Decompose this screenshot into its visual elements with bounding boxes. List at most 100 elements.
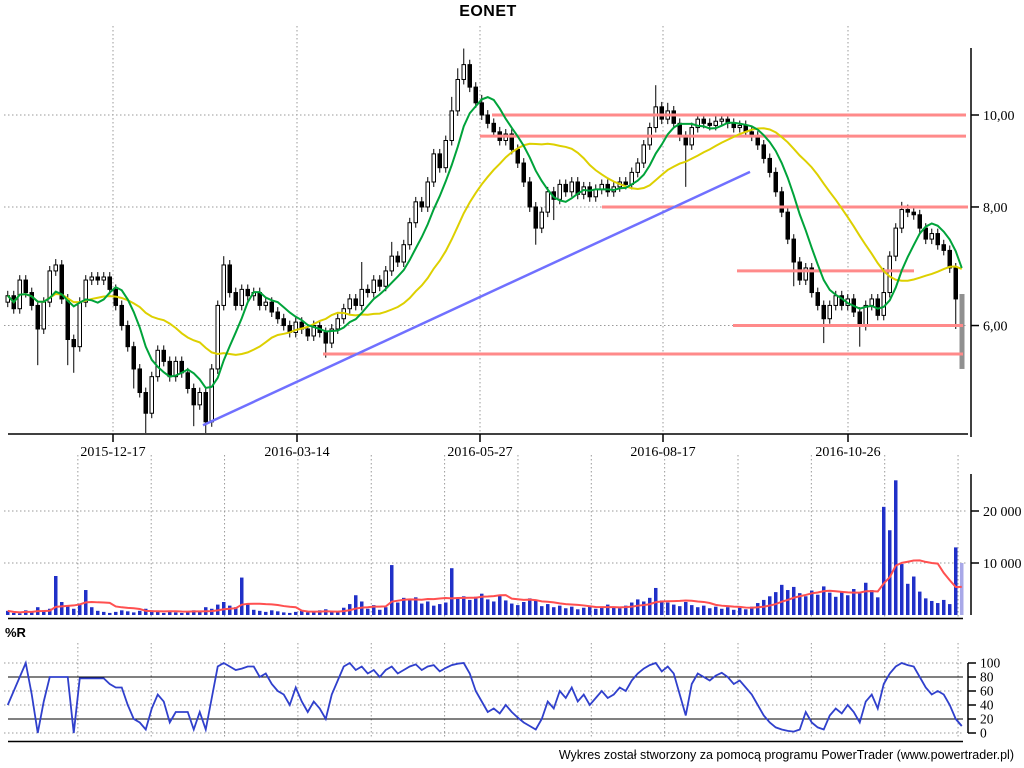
candle [41, 301, 46, 330]
candle [587, 186, 592, 198]
volume-bar [318, 610, 322, 615]
volume-bar [180, 612, 184, 615]
volume-bar [474, 596, 478, 615]
date-tick-label: 2016-05-27 [447, 445, 512, 460]
candle [815, 292, 820, 306]
candle [413, 201, 418, 224]
candle [323, 331, 328, 344]
volume-bar [558, 605, 562, 615]
volume-bar [138, 610, 142, 615]
candle [881, 292, 886, 316]
volume-bar [834, 596, 838, 615]
volume-bar [666, 602, 670, 615]
volume-bar [42, 610, 46, 615]
volume-bar [618, 608, 622, 615]
volume-bar [12, 612, 16, 615]
price-tick-label: 10,00 [983, 109, 1015, 124]
candle [155, 349, 160, 378]
date-tick-label: 2016-10-26 [815, 445, 880, 460]
ma-slow [7, 127, 963, 356]
candle [437, 153, 442, 169]
candle [533, 206, 538, 229]
candle [383, 270, 388, 287]
volume-bar [954, 547, 958, 615]
percent-r-line [6, 659, 963, 734]
volume-bar [66, 605, 70, 615]
volume-bar [372, 605, 376, 615]
volume-bar [636, 599, 640, 615]
candle [527, 181, 532, 208]
candle [671, 110, 676, 124]
volume-bar [564, 608, 568, 615]
volume-bar [726, 607, 730, 615]
r-tick-label: 40 [980, 698, 994, 713]
candle [365, 288, 370, 294]
r-tick-label: 60 [980, 684, 994, 699]
volume-bar [294, 611, 298, 615]
volume-bar [876, 597, 880, 615]
volume-bar [186, 611, 190, 615]
candle [461, 64, 466, 80]
candle [77, 301, 82, 348]
volume-bar [150, 610, 154, 615]
volume-bar [504, 600, 508, 615]
volume-bar [108, 612, 112, 615]
volume-bar [288, 612, 292, 615]
volume-axis: 20 000 10 000 [8, 474, 1022, 620]
volume-bar [888, 530, 892, 615]
candle [635, 162, 640, 173]
candle [239, 288, 244, 306]
candle [935, 233, 940, 246]
candle [773, 171, 778, 193]
candle [293, 321, 298, 333]
volume-bar [174, 612, 178, 615]
candle [545, 191, 550, 213]
volume-bar [6, 610, 10, 615]
percent-r-label: %R [5, 625, 26, 640]
volume-bar [630, 602, 634, 615]
volume-bar [120, 610, 124, 615]
volume-bar [282, 612, 286, 615]
volume-bar [522, 602, 526, 615]
candle [281, 318, 286, 327]
candle [761, 144, 766, 159]
volume-bar [264, 611, 268, 615]
volume-bar [408, 600, 412, 615]
last-price-bar [959, 294, 965, 369]
volume-bar [708, 608, 712, 615]
candle [443, 140, 448, 169]
candle [515, 148, 520, 164]
volume-bar [624, 605, 628, 615]
candle [563, 183, 568, 193]
volume-bar [450, 568, 454, 615]
candle [389, 255, 394, 272]
volume-bar [924, 598, 928, 615]
candle [203, 392, 208, 423]
volume-bar [414, 597, 418, 615]
volume-bar [912, 576, 916, 615]
candle [215, 304, 220, 370]
volume-bar [420, 603, 424, 615]
candle [479, 102, 484, 116]
volume-bar [546, 604, 550, 615]
candle [329, 328, 334, 344]
volume-bar [96, 610, 100, 615]
candle [473, 86, 478, 104]
volume-bar [648, 597, 652, 615]
candle [809, 267, 814, 294]
volume-bar [60, 602, 64, 615]
candle [869, 298, 874, 306]
candlesticks [5, 48, 965, 433]
volume-bar [426, 601, 430, 615]
candle [917, 214, 922, 229]
candle [305, 328, 310, 337]
candle [785, 211, 790, 240]
volume-bar [354, 595, 358, 615]
candle [701, 118, 706, 124]
r-tick-label: 100 [980, 656, 1001, 671]
candle [275, 311, 280, 320]
volume-bar [90, 607, 94, 615]
volume-bar [378, 609, 382, 615]
volume-bar [252, 609, 256, 615]
